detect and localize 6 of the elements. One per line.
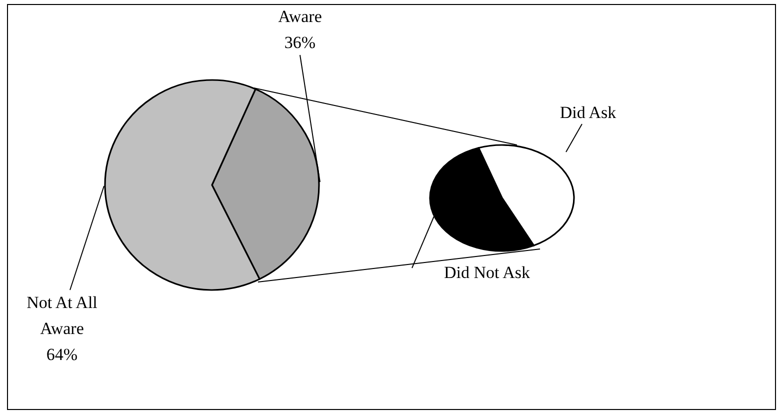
slice-label: Did Not Ask	[444, 263, 530, 282]
data-label: 64%	[46, 345, 78, 364]
slice-label: Aware	[278, 7, 322, 26]
slice-label: Did Ask	[560, 103, 617, 122]
slice-label: Not At All Aware	[26, 293, 98, 338]
data-label: 36%	[284, 33, 316, 52]
